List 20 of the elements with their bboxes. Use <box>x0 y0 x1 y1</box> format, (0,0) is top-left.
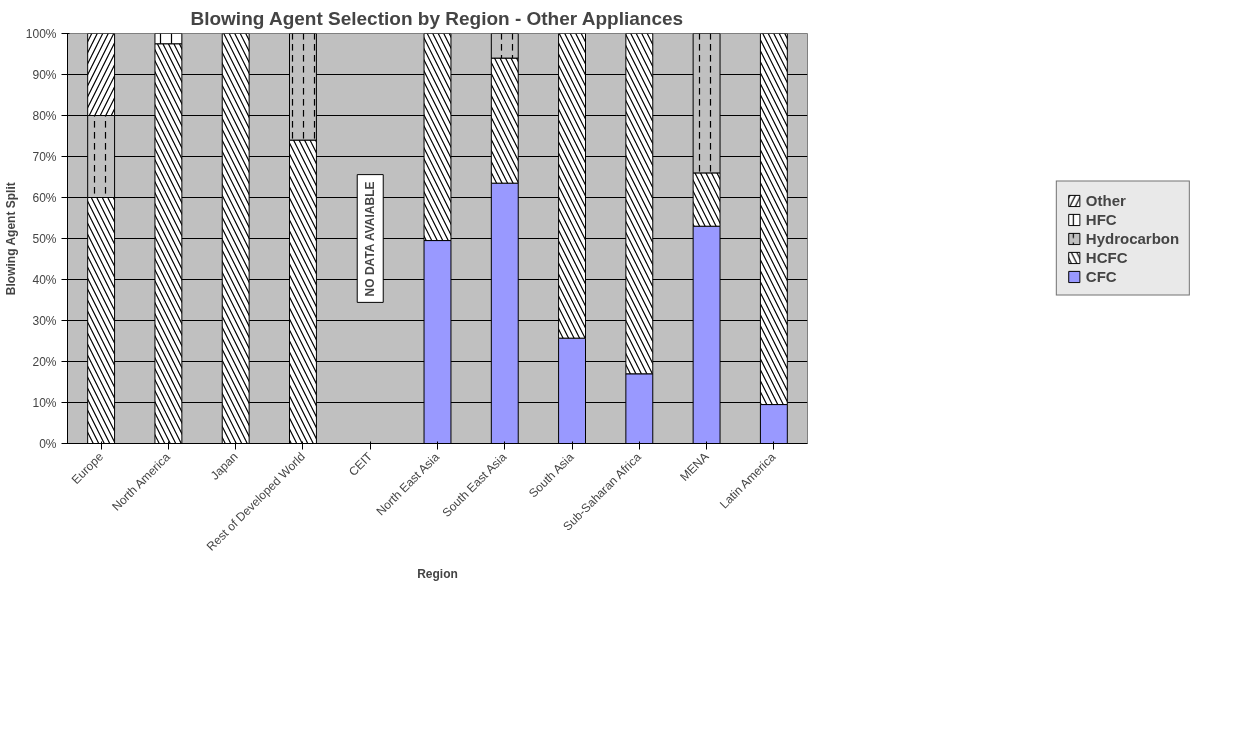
y-tick-label: 30% <box>32 313 57 328</box>
legend-label: Other <box>1085 191 1126 209</box>
y-tick-label: 0% <box>39 436 57 451</box>
legend-label: HCFC <box>1085 248 1128 266</box>
y-tick-label: 50% <box>32 231 57 246</box>
x-axis-title: Region <box>417 566 458 581</box>
legend-label: Hydrocarbon <box>1085 229 1180 247</box>
y-tick-label: 10% <box>32 395 57 410</box>
y-tick-label: 90% <box>32 67 57 82</box>
y-tick-label: 80% <box>32 108 57 123</box>
legend-label: CFC <box>1085 267 1117 285</box>
annotation: NO DATA AVAIABLE <box>363 181 378 297</box>
y-tick-label: 20% <box>32 354 57 369</box>
y-tick-label: 100% <box>25 26 57 41</box>
legend-label: HFC <box>1085 210 1117 228</box>
y-tick-label: 60% <box>32 190 57 205</box>
y-tick-label: 70% <box>32 149 57 164</box>
chart-title: Blowing Agent Selection by Region - Other Appliances <box>190 7 684 29</box>
y-tick-label: 40% <box>32 272 57 287</box>
y-axis-title: Blowing Agent Split <box>3 182 18 296</box>
